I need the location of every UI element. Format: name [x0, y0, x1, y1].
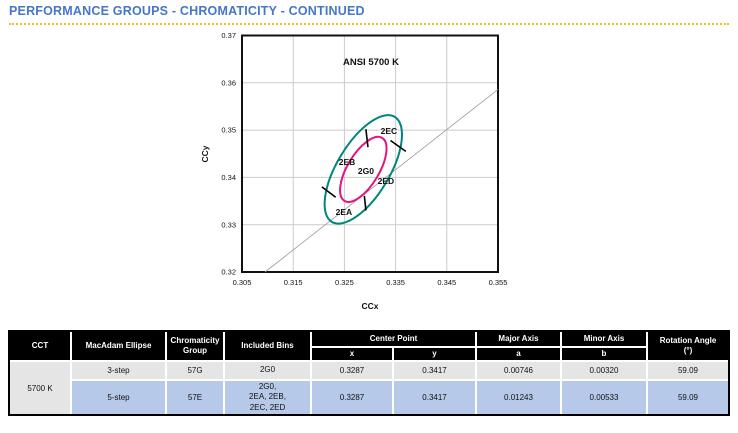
y-tick-label: 0.37: [221, 31, 236, 40]
macadam-ellipse-5-step: [323, 114, 403, 225]
chromaticity-group-cell: 57G: [165, 360, 225, 381]
bin-label-2ec: 2EC: [381, 126, 398, 136]
col-header-x: x: [311, 346, 394, 362]
center-x-cell: 0.3287: [310, 360, 394, 381]
x-tick-label: 0.305: [233, 278, 252, 287]
included-bins-cell: 2G0: [223, 360, 312, 381]
minor-axis-cell: 0.00320: [560, 360, 648, 381]
page-header: PERFORMANCE GROUPS - CHROMATICITY - CONT…: [9, 0, 729, 25]
bin-divider-line: [321, 186, 337, 198]
col-header-rotation-angle: Rotation Angle (°): [646, 332, 728, 362]
rotation-angle-cell: 59.09: [646, 378, 728, 415]
table-section: CCT MacAdam Ellipse Chromaticity Group I…: [8, 330, 730, 417]
col-header-major-axis: Major Axis: [475, 332, 562, 348]
col-header-b: b: [560, 346, 647, 362]
rotation-angle-cell: 59.09: [646, 360, 728, 381]
major-axis-cell: 0.00746: [475, 360, 562, 381]
col-header-y: y: [392, 346, 477, 362]
x-tick-label: 0.315: [284, 278, 303, 287]
center-y-cell: 0.3417: [392, 360, 477, 381]
x-axis-label: CCx: [361, 301, 378, 311]
major-axis-cell: 0.01243: [475, 378, 562, 415]
col-header-chromaticity-group: Chromaticity Group: [165, 332, 225, 362]
bin-divider-line: [390, 139, 407, 153]
macadam-ellipse-cell: 5-step: [71, 378, 167, 415]
rotation-angle-unit: (°): [683, 346, 693, 355]
cct-value-cell: 5700 K: [10, 359, 72, 415]
bin-divider-line: [365, 129, 369, 148]
blackbody-locus-line: [264, 89, 499, 273]
chart-title: ANSI 5700 K: [343, 57, 399, 68]
y-tick-label: 0.35: [221, 126, 236, 135]
included-bins-cell: 2G0, 2EA, 2EB, 2EC, 2ED: [223, 378, 312, 415]
macadam-ellipse-cell: 3-step: [70, 360, 167, 381]
chromaticity-group-cell: 57E: [165, 378, 225, 415]
center-y-cell: 0.3417: [392, 378, 477, 415]
chromaticity-table: CCT MacAdam Ellipse Chromaticity Group I…: [10, 332, 728, 415]
bin-label-2g0: 2G0: [358, 166, 374, 176]
y-tick-label: 0.33: [221, 220, 236, 229]
plot-border: [241, 34, 499, 273]
chart-section: ANSI 5700 K CCx CCy 2EC 2EB 2G0 2ED 2EA 0.305…: [0, 25, 738, 330]
table-row-3-step: 5700 K 3-step 57G 2G0 0.3287 0.3417 0.00…: [10, 359, 728, 415]
bin-label-2eb: 2EB: [339, 157, 356, 167]
datasheet-page: PERFORMANCE GROUPS - CHROMATICITY - CONT…: [0, 0, 738, 417]
y-tick-label: 0.34: [221, 173, 236, 182]
col-header-cct: CCT: [10, 332, 72, 362]
center-x-cell: 0.3287: [310, 378, 394, 415]
col-header-minor-axis: Minor Axis: [560, 332, 648, 348]
x-tick-label: 0.325: [335, 278, 354, 287]
col-header-macadam-ellipse: MacAdam Ellipse: [70, 332, 167, 362]
bin-label-2ed: 2ED: [378, 176, 395, 186]
col-header-included-bins: Included Bins: [223, 332, 312, 362]
y-axis-label: CCy: [200, 145, 210, 162]
table-row-5-step: 5-step 57E 2G0, 2EA, 2EB, 2EC, 2ED 0.328…: [10, 378, 728, 415]
minor-axis-cell: 0.00533: [560, 378, 648, 415]
bin-divider-line: [363, 195, 367, 211]
x-tick-label: 0.345: [437, 278, 456, 287]
page-title: PERFORMANCE GROUPS - CHROMATICITY - CONT…: [9, 4, 365, 18]
bin-label-2ea: 2EA: [336, 207, 353, 217]
col-header-a: a: [475, 346, 562, 362]
rotation-angle-text: Rotation Angle: [659, 336, 717, 345]
y-tick-label: 0.32: [221, 268, 236, 277]
x-tick-label: 0.355: [489, 278, 508, 287]
col-header-center-point: Center Point: [310, 332, 477, 348]
x-tick-label: 0.335: [386, 278, 405, 287]
macadam-ellipse-3-step: [339, 135, 388, 203]
y-tick-label: 0.36: [221, 78, 236, 87]
